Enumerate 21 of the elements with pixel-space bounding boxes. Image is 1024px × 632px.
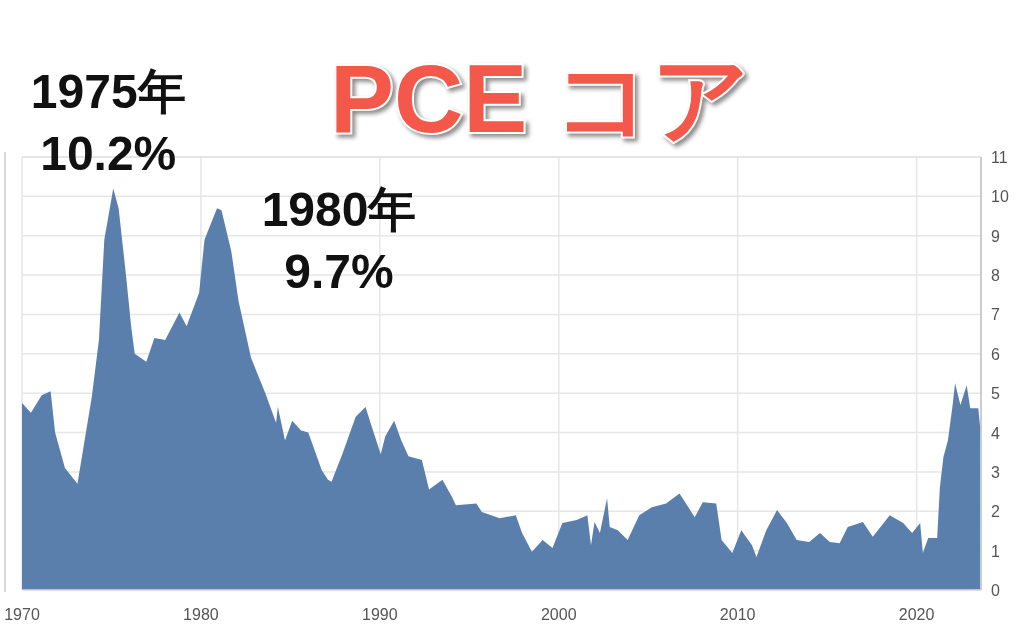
- x-tick-label: 2000: [540, 606, 577, 623]
- y-tick-label: 2: [991, 503, 1000, 521]
- y-tick-label: 7: [991, 306, 1000, 324]
- y-tick-label: 0: [991, 582, 1000, 599]
- chart-title: PCE コア: [329, 45, 751, 152]
- annotation: 1980年 9.7%: [261, 183, 417, 299]
- y-tick-label: 6: [991, 345, 1000, 363]
- y-tick-label: 1: [991, 542, 1000, 560]
- x-tick-label: 1980: [183, 606, 219, 623]
- y-tick-label: 11: [991, 149, 1008, 166]
- y-tick-label: 8: [991, 267, 1000, 285]
- y-tick-label: 5: [991, 385, 1000, 403]
- x-tick-label: 1990: [362, 606, 398, 623]
- y-tick-label: 4: [991, 424, 1000, 442]
- y-tick-label: 3: [991, 463, 1000, 481]
- x-tick-label: 1970: [4, 606, 40, 623]
- y-tick-label: 9: [991, 227, 1000, 245]
- annotation: 1975年 10.2%: [30, 65, 186, 181]
- x-tick-label: 2010: [719, 606, 756, 623]
- x-tick-label: 2020: [898, 606, 935, 623]
- y-tick-label: 10: [991, 188, 1009, 206]
